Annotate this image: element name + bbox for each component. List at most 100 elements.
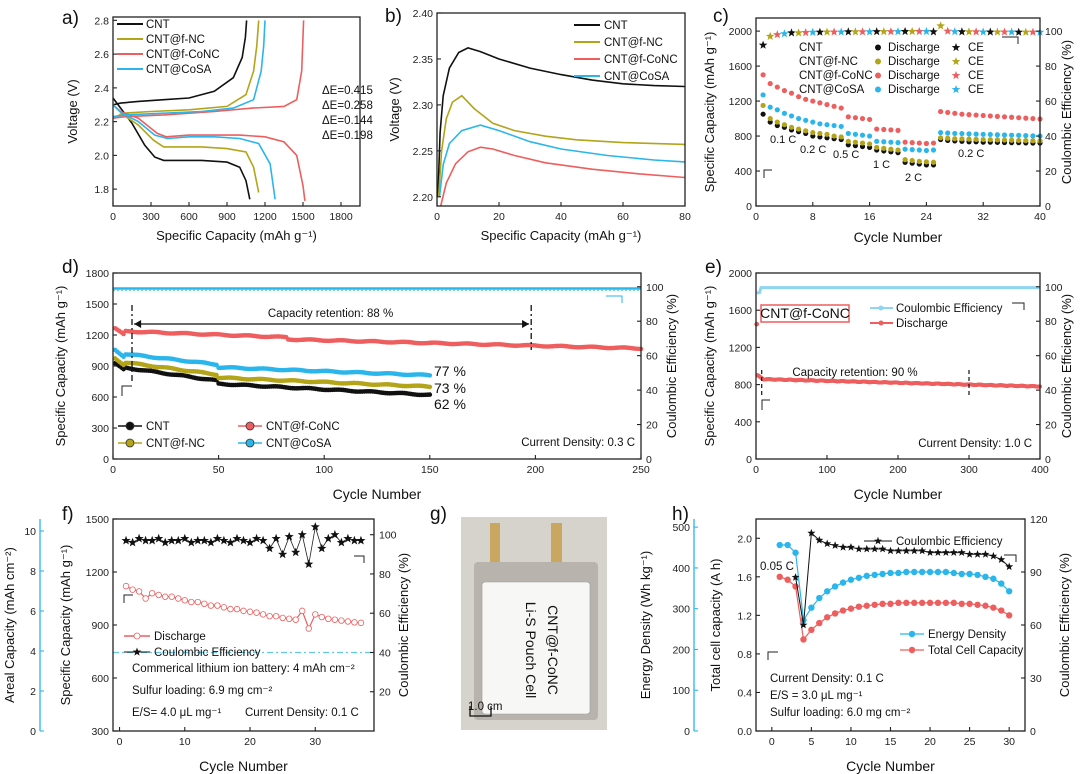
ce-point [317, 543, 327, 553]
legend-marker-capacity-h [908, 646, 916, 654]
y-tick-label: 0 [746, 201, 752, 213]
discharge-curve-CNT [113, 97, 251, 200]
y-tick-label: 2.2 [94, 117, 109, 129]
delta-e-label: ΔE=0.144 [322, 115, 373, 127]
x-tick-label: 25 [964, 736, 976, 748]
data-point [942, 599, 950, 607]
legend-label-a: CNT [146, 19, 170, 31]
y-tick-label: 2.0 [737, 533, 752, 545]
legend-label-a: CNT@f-CoNC [146, 49, 220, 61]
x-tick-label: 250 [632, 464, 650, 476]
x-tick-label: 0 [753, 211, 759, 223]
legend-label-e: Coulombic Efficiency [896, 303, 1003, 315]
data-point [918, 568, 926, 576]
data-point [923, 159, 930, 165]
y-tick-label-right: 120 [1030, 514, 1048, 526]
y-tick-label-right: 100 [646, 282, 664, 294]
x-axis-label-f: Cycle Number [199, 758, 288, 774]
data-point [808, 604, 815, 611]
retention-pct-d: 73 % [434, 380, 466, 396]
data-point [859, 132, 866, 138]
x-tick-label: 0 [117, 736, 123, 748]
y-tick-label: 600 [91, 673, 109, 685]
discharge-curve-CNT@CoSA [113, 104, 276, 200]
y-axis-label-f: Specific Capacity (mAh g⁻¹) [58, 545, 73, 706]
data-point [888, 146, 894, 152]
arrow-left-h [767, 651, 778, 660]
data-point [161, 593, 169, 600]
ce-point [245, 537, 255, 547]
data-point [1001, 137, 1008, 143]
data-point [895, 127, 901, 133]
ce-point [1000, 27, 1009, 36]
ce-point [957, 548, 966, 556]
ce-point [193, 535, 203, 545]
y-tick-label: 2000 [729, 26, 753, 38]
data-point [760, 102, 766, 109]
data-point [902, 139, 908, 145]
data-point [1023, 133, 1029, 139]
ce-point [773, 30, 782, 39]
data-point [958, 600, 965, 607]
discharge-points-f [122, 582, 365, 632]
panel-label-h: h) [672, 504, 689, 525]
data-point [990, 575, 997, 582]
data-point [142, 595, 149, 602]
data-point [974, 601, 981, 608]
y-tick-label-right: 80 [646, 316, 658, 328]
y-tick-label-right: 100 [379, 530, 397, 542]
rate-label-c: 0.5 C [833, 149, 859, 161]
retention-pct-d: 77 % [434, 363, 466, 379]
data-point [952, 136, 958, 142]
data-point [839, 607, 847, 614]
panel-c: c)0 8 16 24 32 400400800120016002000020406080… [702, 6, 1074, 245]
data-point [776, 573, 783, 581]
legend-label-h: Coulombic Efficiency [896, 536, 1003, 548]
data-point [259, 611, 267, 618]
x-tick-label: 10 [179, 736, 191, 748]
data-point [810, 98, 816, 104]
data-point [808, 626, 815, 634]
data-point [831, 583, 839, 590]
plot-frame [755, 272, 1041, 460]
data-point [774, 107, 780, 113]
data-point [1009, 132, 1015, 138]
data-point [973, 136, 979, 142]
tag-box [760, 304, 850, 323]
y-tick-label: 0 [746, 454, 752, 466]
discharge-points-CNT@f-CoNC [112, 325, 644, 352]
data-point [831, 122, 837, 129]
data-point [887, 600, 894, 607]
charge-curve-CNT@CoSA [113, 20, 266, 118]
ce-point [128, 537, 138, 547]
ce-point [765, 31, 775, 40]
y-tick-label: 1500 [86, 299, 110, 311]
legend-dot-CNT [875, 44, 881, 51]
legend-label-b: CNT@CoSA [604, 71, 670, 83]
panel-b: b) 0 20 40 60 80 2.20 2.25 2.30 2.35 2.40 Specific … [385, 6, 691, 243]
y-axis-label-e: Specific Capacity (mAh g⁻¹) [702, 286, 717, 447]
data-point [874, 126, 880, 132]
legend-label-f: Discharge [154, 631, 206, 643]
y-tick-label: 800 [734, 131, 752, 143]
pouch-tab-right [551, 523, 562, 571]
data-point [838, 134, 844, 140]
ce-point [851, 27, 860, 36]
y-tick-label: 1200 [86, 330, 110, 342]
data-point [760, 92, 766, 98]
rate-label-c: 0.2 C [800, 144, 826, 156]
data-point [155, 591, 162, 599]
data-point [945, 130, 951, 136]
y-tick-label: 0.4 [737, 687, 752, 699]
data-point [923, 147, 930, 154]
data-point [934, 599, 942, 607]
x-tick-label: 5 [808, 736, 814, 748]
data-point [902, 157, 908, 163]
data-point [800, 636, 807, 643]
ce-lines-d [113, 287, 641, 292]
data-point [788, 90, 795, 96]
y-tick-label: 0.0 [737, 726, 752, 738]
ce-point [160, 537, 170, 547]
delta-e-label: ΔE=0.258 [322, 100, 373, 112]
panel-label-b: b) [385, 6, 402, 27]
